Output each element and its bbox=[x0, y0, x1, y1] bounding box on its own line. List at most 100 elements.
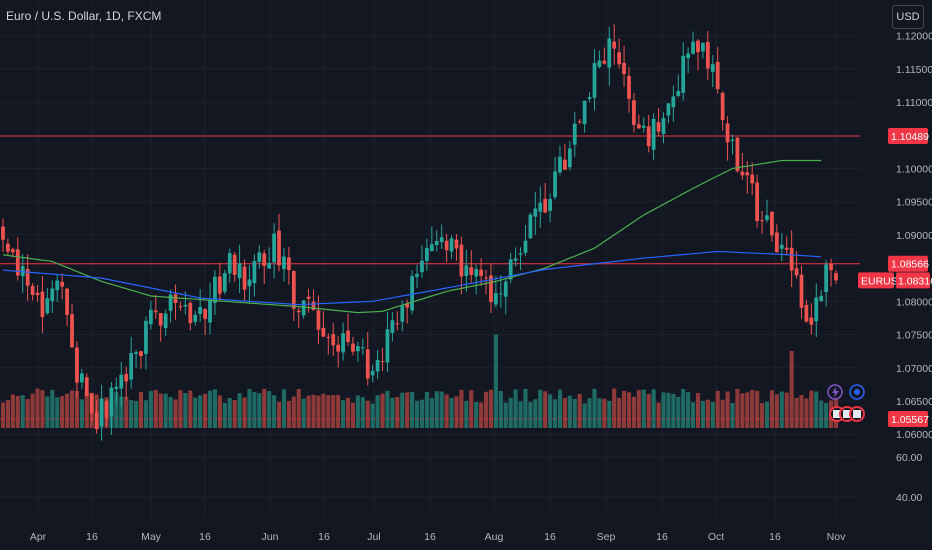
candle[interactable] bbox=[119, 361, 124, 407]
candle[interactable] bbox=[415, 264, 419, 288]
candle[interactable] bbox=[237, 244, 242, 293]
candle[interactable] bbox=[774, 224, 779, 254]
candle[interactable] bbox=[25, 253, 30, 302]
candle[interactable] bbox=[434, 230, 439, 252]
candle[interactable] bbox=[287, 246, 291, 285]
candle[interactable] bbox=[291, 270, 296, 322]
candle[interactable] bbox=[321, 310, 326, 338]
candle[interactable] bbox=[75, 340, 79, 398]
candle[interactable] bbox=[301, 300, 306, 319]
candle[interactable] bbox=[6, 238, 10, 255]
candle[interactable] bbox=[134, 349, 138, 368]
candle[interactable] bbox=[341, 322, 345, 361]
candle[interactable] bbox=[691, 31, 695, 55]
candle[interactable] bbox=[94, 400, 99, 434]
candle[interactable] bbox=[538, 186, 543, 228]
candle[interactable] bbox=[267, 247, 272, 269]
candle[interactable] bbox=[824, 260, 829, 307]
candle[interactable] bbox=[449, 235, 454, 259]
candle[interactable] bbox=[139, 350, 143, 369]
candle[interactable] bbox=[65, 287, 69, 326]
candle[interactable] bbox=[232, 252, 237, 282]
candle[interactable] bbox=[20, 254, 25, 293]
candle[interactable] bbox=[30, 283, 35, 301]
candle[interactable] bbox=[89, 392, 94, 422]
candle[interactable] bbox=[390, 312, 395, 342]
candle[interactable] bbox=[632, 93, 636, 133]
candle[interactable] bbox=[311, 289, 316, 311]
candle[interactable] bbox=[474, 264, 479, 295]
candle[interactable] bbox=[819, 289, 824, 302]
candle[interactable] bbox=[548, 193, 552, 223]
candle[interactable] bbox=[710, 54, 715, 88]
candle[interactable] bbox=[494, 275, 498, 308]
candle[interactable] bbox=[188, 300, 193, 331]
candle[interactable] bbox=[79, 369, 84, 389]
candle[interactable] bbox=[257, 245, 262, 269]
candle[interactable] bbox=[489, 263, 493, 314]
candle[interactable] bbox=[809, 303, 814, 335]
candle[interactable] bbox=[316, 295, 321, 345]
candle[interactable] bbox=[70, 303, 74, 348]
candle[interactable] bbox=[592, 48, 597, 111]
volume-level-tag[interactable] bbox=[888, 411, 928, 427]
resistance-tag[interactable] bbox=[888, 127, 928, 144]
candle[interactable] bbox=[834, 270, 838, 285]
candle[interactable] bbox=[784, 236, 789, 256]
candle[interactable] bbox=[725, 116, 730, 161]
candle[interactable] bbox=[395, 311, 400, 331]
candle[interactable] bbox=[168, 289, 173, 323]
candle[interactable] bbox=[410, 270, 414, 315]
candle[interactable] bbox=[124, 366, 129, 399]
candle[interactable] bbox=[40, 276, 45, 334]
candle[interactable] bbox=[144, 316, 148, 370]
candle[interactable] bbox=[572, 112, 577, 157]
candle[interactable] bbox=[735, 136, 740, 173]
candle[interactable] bbox=[444, 233, 449, 263]
candle[interactable] bbox=[636, 114, 641, 129]
candle[interactable] bbox=[582, 100, 587, 133]
candle[interactable] bbox=[518, 247, 523, 271]
candle[interactable] bbox=[351, 336, 355, 356]
candle[interactable] bbox=[779, 233, 784, 262]
candle[interactable] bbox=[129, 336, 134, 389]
candle[interactable] bbox=[646, 115, 651, 153]
candle[interactable] bbox=[651, 113, 656, 160]
candle[interactable] bbox=[528, 212, 533, 239]
candle[interactable] bbox=[296, 307, 301, 329]
candle[interactable] bbox=[242, 259, 247, 302]
candle[interactable] bbox=[567, 141, 572, 171]
candle[interactable] bbox=[356, 342, 360, 362]
event-badges[interactable] bbox=[827, 384, 865, 422]
candle[interactable] bbox=[484, 269, 488, 295]
candle[interactable] bbox=[218, 262, 222, 302]
symbol-tag[interactable] bbox=[858, 272, 894, 289]
candle[interactable] bbox=[770, 211, 774, 242]
candle[interactable] bbox=[602, 47, 607, 65]
candle[interactable] bbox=[114, 378, 119, 405]
candle[interactable] bbox=[222, 269, 227, 295]
candle[interactable] bbox=[617, 38, 621, 69]
candle[interactable] bbox=[158, 312, 163, 342]
candle[interactable] bbox=[173, 284, 178, 320]
candle[interactable] bbox=[686, 47, 691, 74]
candle[interactable] bbox=[84, 373, 89, 397]
candle[interactable] bbox=[666, 102, 671, 124]
candle[interactable] bbox=[193, 310, 198, 326]
candle[interactable] bbox=[148, 300, 153, 330]
candle[interactable] bbox=[252, 254, 257, 297]
candle[interactable] bbox=[326, 333, 331, 355]
candle[interactable] bbox=[425, 238, 429, 271]
candle[interactable] bbox=[227, 248, 232, 283]
candle[interactable] bbox=[336, 336, 341, 368]
candle[interactable] bbox=[439, 224, 444, 250]
candle[interactable] bbox=[705, 30, 710, 80]
candle[interactable] bbox=[178, 301, 183, 311]
candle[interactable] bbox=[385, 311, 390, 373]
candle[interactable] bbox=[109, 382, 114, 435]
candle[interactable] bbox=[429, 226, 434, 252]
candle[interactable] bbox=[627, 67, 631, 113]
candle[interactable] bbox=[99, 384, 104, 441]
candle[interactable] bbox=[671, 85, 676, 122]
candle[interactable] bbox=[503, 278, 508, 315]
